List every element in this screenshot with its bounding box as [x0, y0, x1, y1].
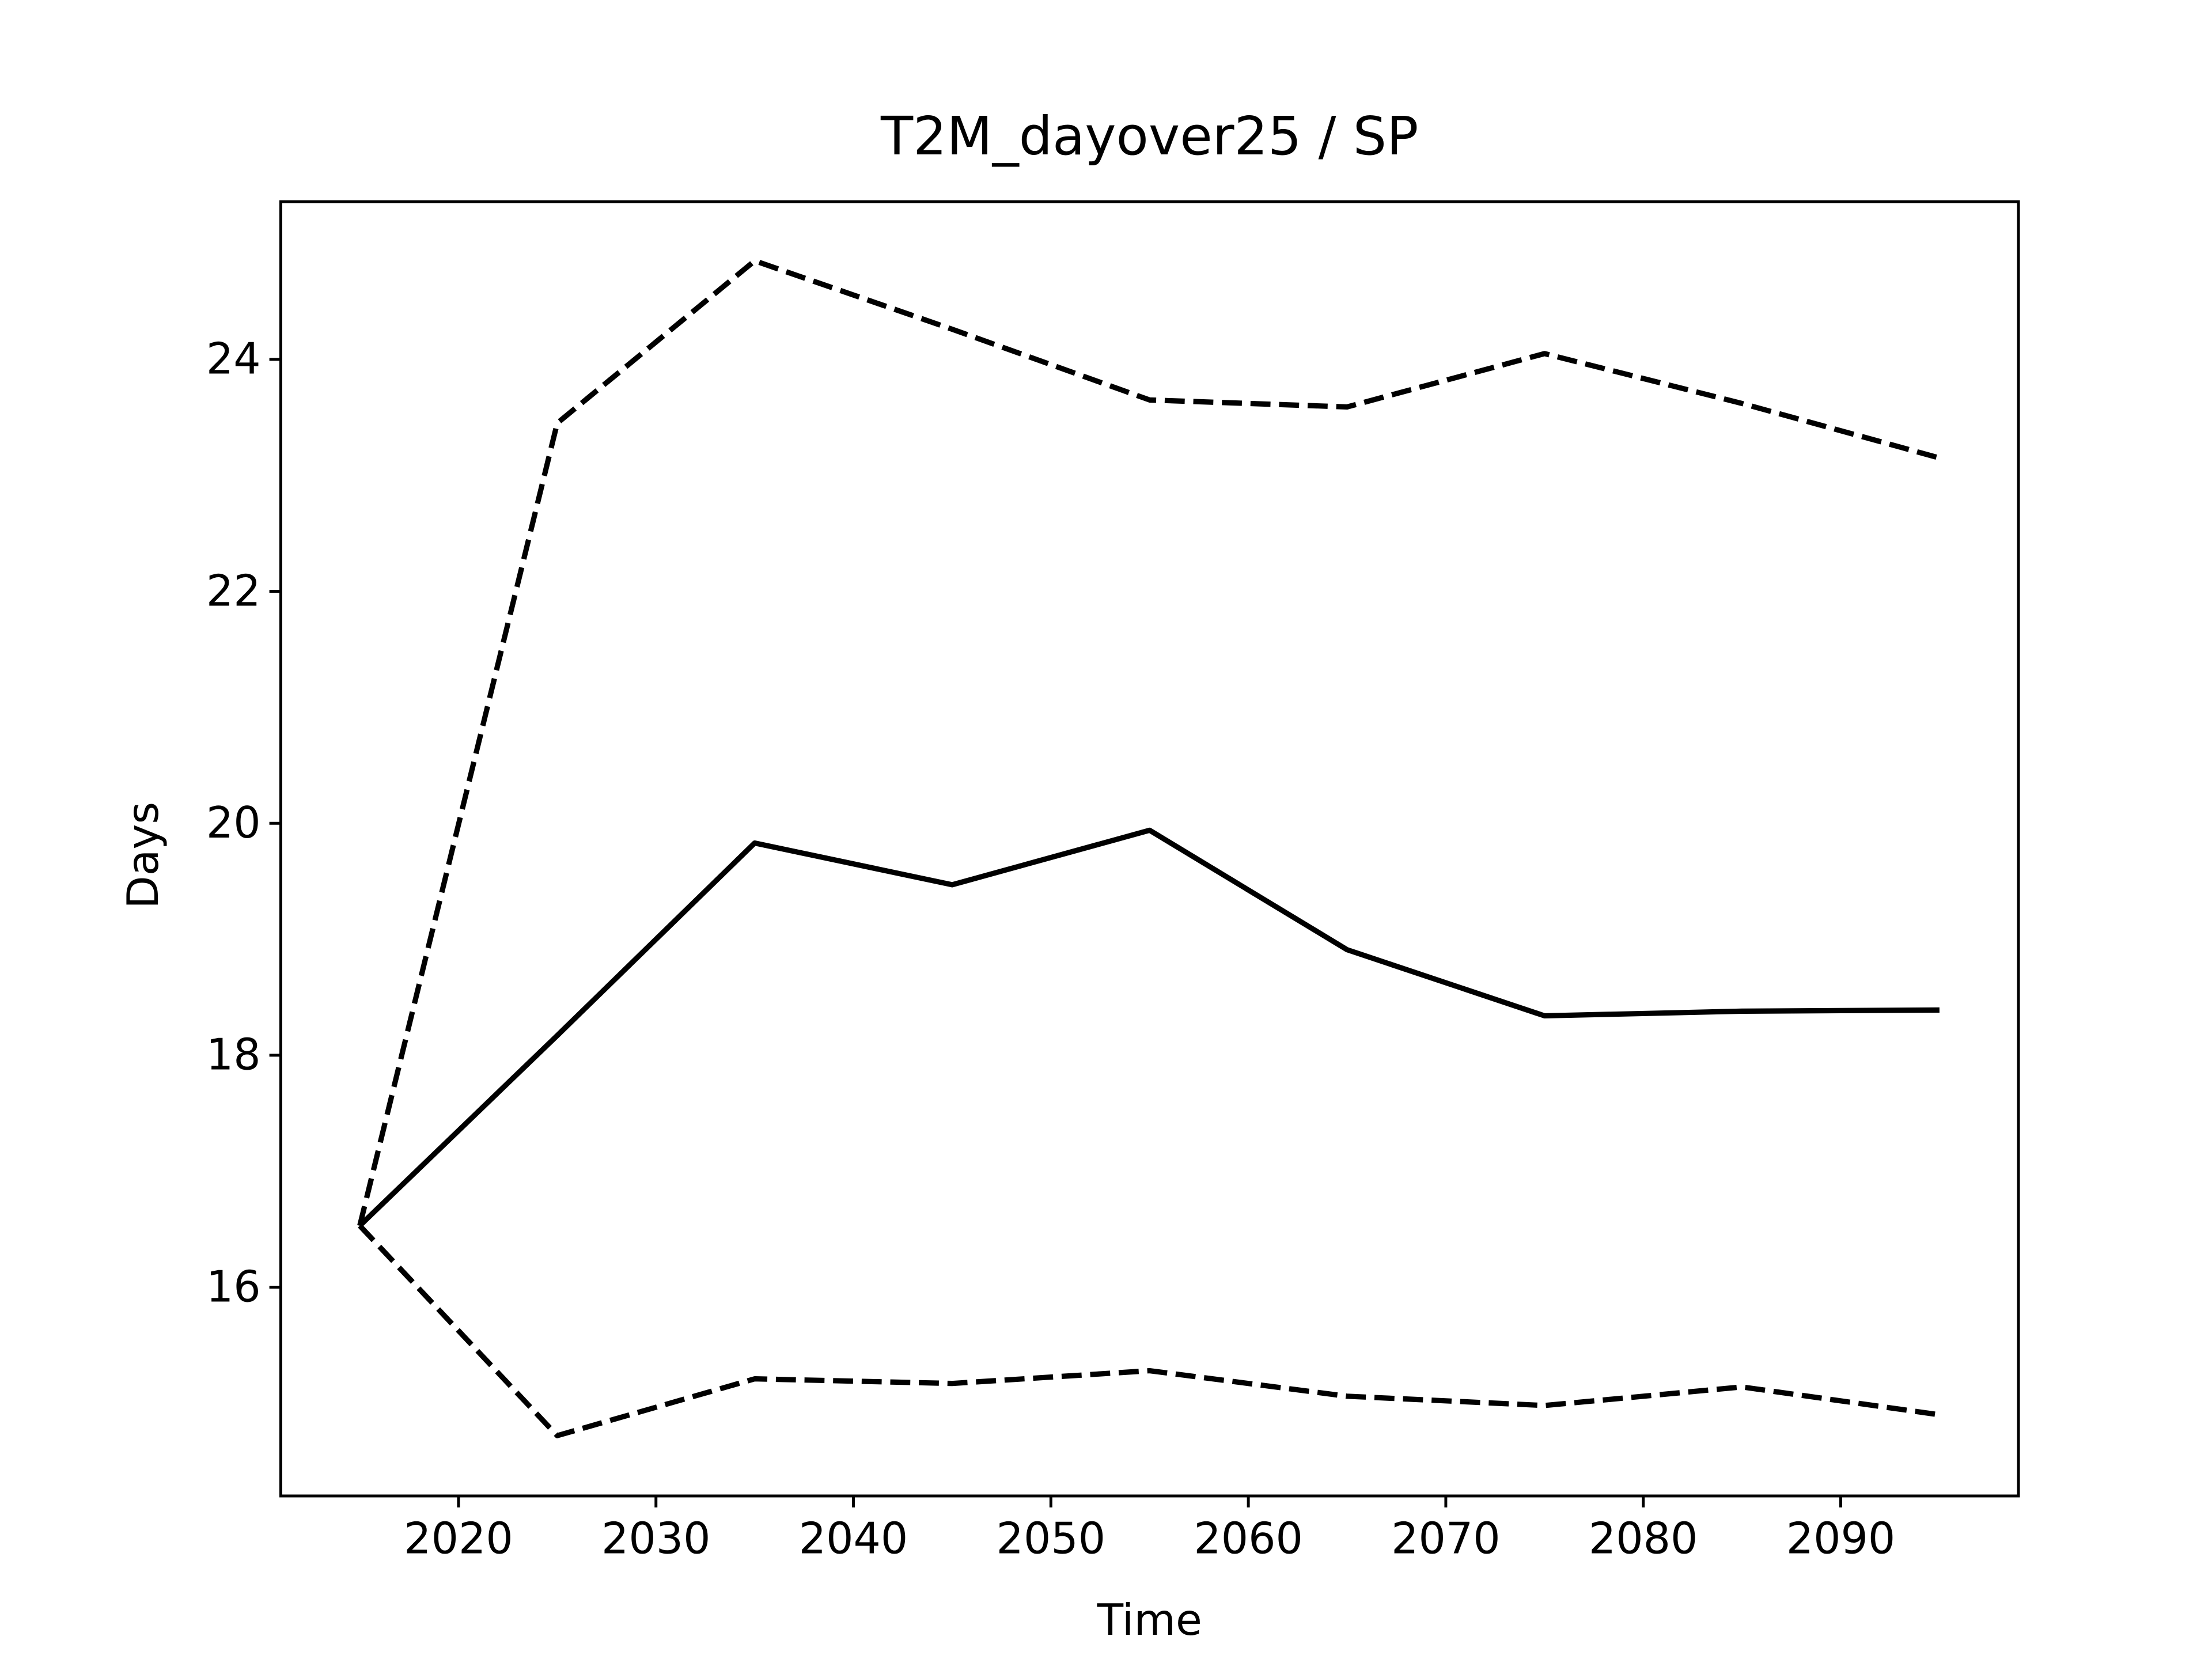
y-tick-label: 24	[206, 334, 261, 384]
x-tick-label: 2020	[404, 1513, 513, 1563]
x-tick-label: 2040	[799, 1513, 908, 1563]
plot-frame	[279, 200, 2020, 1498]
y-tick-label: 18	[206, 1030, 261, 1080]
x-tick-label: 2090	[1786, 1513, 1896, 1563]
y-axis-label: Days	[118, 802, 168, 909]
series-line	[357, 258, 1941, 1226]
y-tick-label: 22	[206, 566, 261, 616]
x-axis-label: Time	[1097, 1595, 1202, 1645]
x-tick-label: 2070	[1391, 1513, 1501, 1563]
series-line	[358, 1224, 1940, 1438]
x-tick-label: 2080	[1589, 1513, 1698, 1563]
y-tick-label: 16	[206, 1262, 261, 1312]
x-tick-label: 2030	[601, 1513, 711, 1563]
series-line	[358, 827, 1940, 1228]
x-tick-label: 2050	[997, 1513, 1106, 1563]
x-tick-label: 2060	[1194, 1513, 1303, 1563]
y-tick-label: 20	[206, 798, 261, 848]
chart-title: T2M_dayover25 / SP	[880, 105, 1419, 167]
